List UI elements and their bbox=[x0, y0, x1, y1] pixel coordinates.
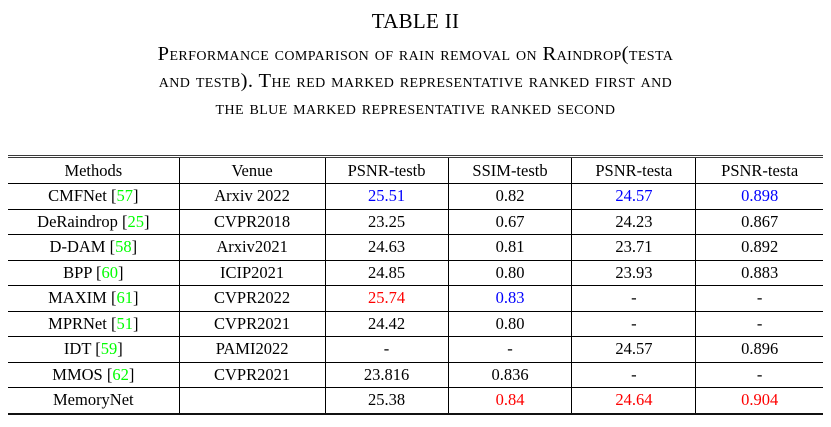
table-row: MPRNet [51] CVPR2021 24.42 0.80- - bbox=[8, 310, 823, 337]
table-caption: Performance comparison of rain removal o… bbox=[0, 41, 831, 122]
method-cell: MemoryNet bbox=[8, 387, 180, 414]
method-cell: CMFNet [57] bbox=[8, 183, 180, 209]
venue-cell: CVPR2018 bbox=[178, 208, 326, 235]
table-row: MemoryNet 25.38 0.84 24.64 0.904 bbox=[8, 387, 823, 414]
column-header-psnr-testa: PSNR-testa bbox=[571, 156, 696, 184]
metric-value-cell: - bbox=[571, 285, 696, 311]
citation-ref[interactable]: 57 bbox=[116, 186, 133, 206]
method-name: BPP bbox=[63, 262, 92, 282]
metric-value-cell: - bbox=[571, 310, 696, 337]
table-row: CMFNet [57] Arxiv 2022 25.51 0.82 24.57 0.898 bbox=[8, 183, 823, 209]
method-name: MAXIM bbox=[48, 288, 107, 308]
paper-page: TABLE II Performance comparison of rain … bbox=[0, 9, 831, 427]
method-cell: DeRaindrop [25] bbox=[8, 208, 180, 235]
metric-value-cell: 24.23 bbox=[571, 208, 696, 235]
citation-ref[interactable]: 60 bbox=[101, 262, 119, 282]
results-table: Methods Venue PSNR-testb SSIM-testb PSNR… bbox=[8, 155, 823, 415]
venue-cell: CVPR2022 bbox=[178, 285, 326, 311]
metric-value-cell: 24.64 bbox=[571, 387, 696, 414]
method-cell: MAXIM [61] bbox=[8, 285, 180, 311]
metric-value-cell: 0.836 bbox=[447, 361, 572, 388]
citation-ref[interactable]: 58 bbox=[115, 237, 132, 257]
metric-value-cell: 23.25 bbox=[324, 208, 449, 235]
method-name: MMOS bbox=[52, 364, 103, 384]
column-header-ssim-testb: SSIM-testb bbox=[447, 156, 572, 184]
metric-value-cell: 0.904 bbox=[695, 387, 823, 414]
metric-value-cell: 0.81 bbox=[447, 234, 572, 260]
method-name: D-DAM bbox=[49, 237, 106, 257]
venue-cell bbox=[178, 387, 326, 414]
metric-value-cell: 0.896 bbox=[695, 336, 823, 362]
metric-value-cell: 25.51 bbox=[324, 183, 449, 209]
table-row: IDT [59] PAMI2022- -24.57 0.896 bbox=[8, 336, 823, 362]
metric-value-cell: - bbox=[324, 336, 449, 362]
table-title: TABLE II bbox=[371, 9, 460, 33]
metric-value-cell: - bbox=[695, 310, 823, 337]
metric-value-cell: 0.892 bbox=[695, 234, 823, 260]
method-cell: BPP [60] bbox=[8, 259, 180, 286]
metric-value-cell: 0.67 bbox=[447, 208, 572, 235]
metric-value-cell: 25.74 bbox=[324, 285, 449, 311]
citation-ref[interactable]: 61 bbox=[116, 288, 133, 308]
column-header-methods: Methods bbox=[64, 160, 123, 180]
metric-value-cell: 24.42 bbox=[324, 310, 449, 337]
table-body: CMFNet [57] Arxiv 2022 25.51 0.82 24.57 0.898… bbox=[8, 183, 823, 414]
citation-ref[interactable]: 59 bbox=[100, 339, 118, 359]
metric-value-cell: 23.71 bbox=[571, 234, 696, 260]
metric-value-cell: 23.93 bbox=[571, 259, 696, 286]
citation-ref[interactable]: 62 bbox=[112, 364, 129, 384]
metric-value-cell: 23.816 bbox=[324, 361, 449, 388]
metric-value-cell: - bbox=[571, 361, 696, 388]
column-header-psnr-testa-2: PSNR-testa bbox=[695, 156, 823, 184]
method-name: CMFNet bbox=[48, 186, 107, 206]
table-row: MMOS [62] CVPR2021 23.816 0.836- - bbox=[8, 361, 823, 388]
header-row: Methods Venue PSNR-testb SSIM-testb PSNR… bbox=[8, 156, 823, 184]
citation-ref[interactable]: 51 bbox=[116, 313, 133, 333]
metric-value-cell: 0.80 bbox=[447, 259, 572, 286]
metric-value-cell: 24.57 bbox=[571, 183, 696, 209]
table-row: DeRaindrop [25] CVPR2018 23.25 0.67 24.23 0.8… bbox=[8, 208, 823, 235]
column-header-venue: Venue bbox=[178, 156, 326, 184]
venue-cell: PAMI2022 bbox=[178, 336, 326, 362]
metric-value-cell: 0.82 bbox=[447, 183, 572, 209]
method-cell: MMOS [62] bbox=[8, 361, 180, 388]
venue-cell: Arxiv 2022 bbox=[178, 183, 326, 209]
metric-value-cell: - bbox=[447, 336, 572, 362]
caption-line-3: the blue marked representative ranked se… bbox=[215, 97, 616, 119]
table-row: MAXIM [61] CVPR2022 25.74 0.83- - bbox=[8, 285, 823, 311]
metric-value-cell: 0.883 bbox=[695, 259, 823, 286]
method-name: MemoryNet bbox=[52, 390, 134, 410]
venue-cell: CVPR2021 bbox=[178, 361, 326, 388]
column-header-psnr-testb: PSNR-testb bbox=[324, 156, 449, 184]
citation-ref[interactable]: 25 bbox=[127, 211, 144, 231]
table-row: BPP [60] ICIP2021 24.85 0.80 23.93 0.883 bbox=[8, 259, 823, 286]
method-cell: D-DAM [58] bbox=[8, 234, 180, 260]
metric-value-cell: 0.83 bbox=[447, 285, 572, 311]
method-name: IDT bbox=[63, 339, 92, 359]
method-cell: MPRNet [51] bbox=[8, 310, 180, 337]
venue-cell: CVPR2021 bbox=[178, 310, 326, 337]
metric-value-cell: 24.63 bbox=[324, 234, 449, 260]
metric-value-cell: 0.84 bbox=[447, 387, 572, 414]
venue-cell: Arxiv2021 bbox=[178, 234, 326, 260]
metric-value-cell: 0.867 bbox=[695, 208, 823, 235]
method-cell: IDT [59] bbox=[8, 336, 180, 362]
caption-line-2: and testb). The red marked representativ… bbox=[158, 70, 673, 92]
table-row: D-DAM [58] Arxiv2021 24.63 0.81 23.71 0.892 bbox=[8, 234, 823, 260]
method-name: MPRNet bbox=[48, 313, 107, 333]
metric-value-cell: - bbox=[695, 361, 823, 388]
method-name: DeRaindrop bbox=[37, 211, 118, 231]
venue-cell: ICIP2021 bbox=[178, 259, 326, 286]
metric-value-cell: 0.898 bbox=[695, 183, 823, 209]
metric-value-cell: 24.57 bbox=[571, 336, 696, 362]
metric-value-cell: 24.85 bbox=[324, 259, 449, 286]
metric-value-cell: - bbox=[695, 285, 823, 311]
metric-value-cell: 0.80 bbox=[447, 310, 572, 337]
caption-line-1: Performance comparison of rain removal o… bbox=[157, 43, 674, 65]
metric-value-cell: 25.38 bbox=[324, 387, 449, 414]
